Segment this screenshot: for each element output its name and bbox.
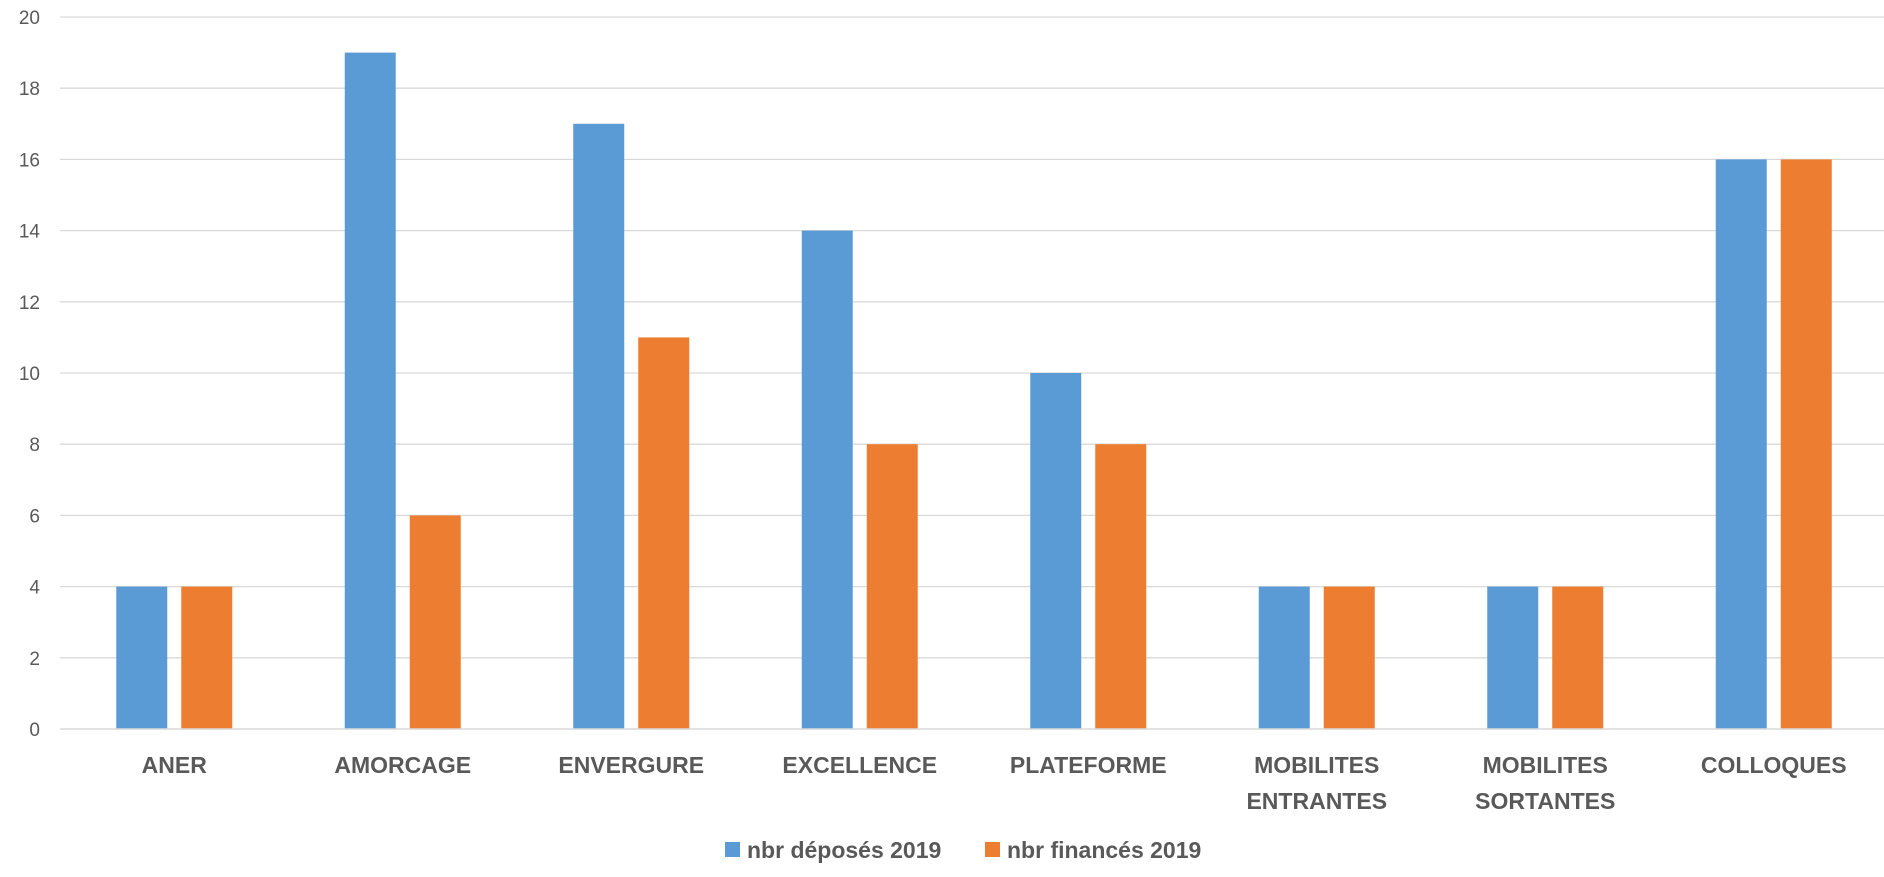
legend-swatch-0 (725, 842, 740, 857)
x-tick-label: PLATEFORME (1010, 752, 1167, 778)
bar-deposes-6 (1487, 586, 1539, 729)
legend-label-0: nbr déposés 2019 (747, 837, 941, 863)
y-tick-label: 4 (29, 578, 40, 599)
x-tick-label: MOBILITES ENTRANTES (1246, 752, 1387, 814)
bar-finances-2 (638, 337, 690, 729)
bar-deposes-7 (1715, 159, 1767, 729)
legend-swatch-1 (985, 842, 1000, 857)
x-tick-label: EXCELLENCE (782, 752, 937, 778)
gridlines (60, 16, 1884, 659)
y-tick-label: 18 (19, 79, 40, 100)
bar-deposes-0 (116, 586, 168, 729)
x-tick-label: ENVERGURE (558, 752, 704, 778)
y-tick-label: 20 (19, 8, 40, 29)
x-tick-label: MOBILITES SORTANTES (1475, 752, 1615, 814)
legend: nbr déposés 2019 nbr financés 2019 (725, 837, 1201, 863)
x-axis-ticks: ANER AMORCAGE ENVERGURE EXCELLENCE PLATEFORM… (142, 752, 1847, 814)
y-tick-label: 6 (29, 506, 40, 527)
y-axis-ticks: 0 2 4 6 8 10 12 14 16 18 20 (19, 8, 41, 741)
bar-deposes-1 (344, 52, 396, 730)
bar-finances-4 (1095, 444, 1147, 729)
legend-label-1: nbr financés 2019 (1007, 837, 1201, 863)
y-tick-label: 16 (19, 150, 40, 171)
bar-deposes-5 (1258, 586, 1310, 729)
y-tick-label: 2 (29, 649, 40, 670)
bar-finances-5 (1323, 586, 1375, 729)
bar-finances-0 (181, 586, 233, 729)
y-tick-label: 12 (19, 293, 40, 314)
y-tick-label: 0 (29, 720, 40, 741)
x-tick-label: AMORCAGE (334, 752, 471, 778)
bar-finances-6 (1552, 586, 1604, 729)
y-tick-label: 14 (19, 222, 41, 243)
bar-deposes-2 (573, 123, 625, 730)
x-tick-label: ANER (142, 752, 208, 778)
bars (116, 52, 1832, 730)
x-tick-label: COLLOQUES (1701, 752, 1847, 778)
bar-finances-1 (409, 515, 461, 729)
y-tick-label: 8 (29, 435, 40, 456)
bar-deposes-4 (1030, 373, 1082, 729)
bar-deposes-3 (801, 230, 853, 729)
bar-finances-3 (866, 444, 918, 729)
bar-finances-7 (1780, 159, 1832, 729)
y-tick-label: 10 (19, 364, 40, 385)
